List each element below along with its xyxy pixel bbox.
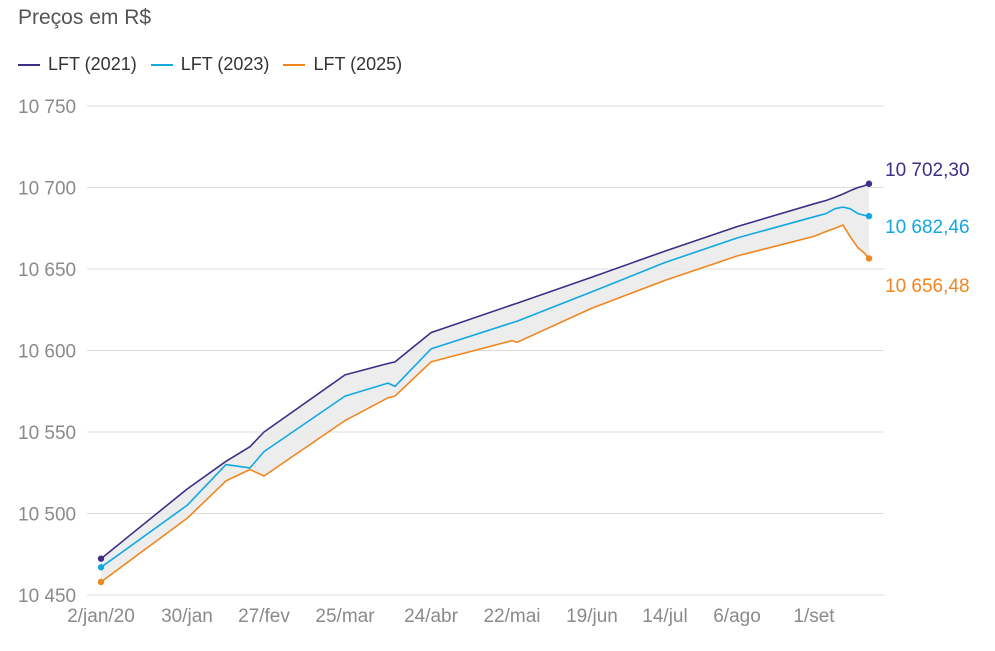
legend-swatch-lft-2025 — [283, 63, 306, 66]
x-tick-label: 14/jul — [642, 606, 687, 627]
chart-title: Preços em R$ — [18, 6, 152, 29]
y-tick-label: 10 750 — [18, 97, 76, 118]
series-line-lft-2023 — [100, 206, 870, 568]
x-tick-label: 1/set — [793, 606, 835, 627]
x-tick-label: 2/jan/20 — [67, 606, 135, 627]
x-tick-label: 6/ago — [713, 606, 761, 627]
legend-item-lft-2023[interactable]: LFT (2023) — [150, 54, 270, 75]
legend-label-lft-2023: LFT (2023) — [180, 54, 270, 74]
legend-label-lft-2025: LFT (2025) — [313, 54, 403, 74]
legend: LFT (2021) LFT (2023) LFT (2025) — [18, 54, 416, 75]
y-tick-label: 10 450 — [18, 586, 76, 607]
end-value-label-lft-2021: 10 702,30 — [885, 160, 970, 181]
legend-item-lft-2021[interactable]: LFT (2021) — [18, 54, 137, 75]
series-line-lft-2021 — [100, 183, 870, 560]
range-band — [101, 183, 869, 583]
start-point-lft-2025 — [97, 578, 105, 586]
y-tick-label: 10 600 — [18, 342, 76, 363]
x-tick-label: 24/abr — [404, 606, 459, 627]
legend-swatch-lft-2023 — [150, 63, 173, 66]
x-tick-label: 30/jan — [161, 606, 213, 627]
legend-label-lft-2021: LFT (2021) — [48, 54, 137, 74]
series-line-lft-2025 — [100, 224, 870, 583]
x-tick-label: 27/fev — [238, 606, 290, 627]
end-point-lft-2023 — [865, 212, 873, 220]
start-point-lft-2023 — [97, 564, 105, 571]
x-tick-label: 19/jun — [566, 606, 618, 627]
start-point-lft-2021 — [97, 555, 105, 562]
y-tick-label: 10 550 — [18, 423, 76, 444]
end-point-lft-2025 — [865, 255, 873, 262]
y-tick-label: 10 700 — [18, 179, 76, 200]
x-tick-label: 22/mai — [483, 606, 540, 627]
x-tick-label: 25/mar — [315, 606, 375, 627]
end-value-label-lft-2023: 10 682,46 — [885, 217, 970, 238]
end-point-lft-2021 — [865, 180, 873, 187]
end-value-label-lft-2025: 10 656,48 — [885, 276, 970, 297]
y-tick-label: 10 500 — [18, 505, 76, 526]
legend-item-lft-2025[interactable]: LFT (2025) — [283, 54, 402, 75]
y-tick-label: 10 650 — [18, 260, 76, 281]
legend-swatch-lft-2021 — [18, 63, 40, 66]
